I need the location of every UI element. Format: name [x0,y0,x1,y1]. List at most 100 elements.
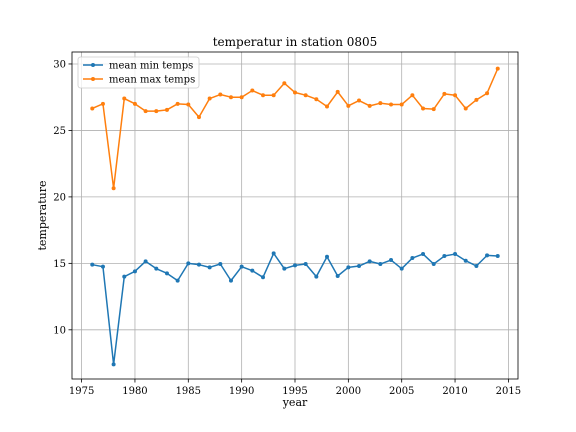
data-point [453,93,458,98]
data-point [346,103,351,108]
data-point [346,265,351,270]
x-axis-ticks: 1975 1980 1985 1990 1995 2000 2005 2010 2015 [69,379,521,397]
data-point [367,259,372,264]
chart-title: temperatur in station 0805 [213,35,378,49]
y-axis-label: temperature [36,180,49,250]
data-point [175,278,180,283]
data-point [132,269,137,274]
data-point [164,271,169,276]
data-point [186,261,191,266]
data-point [474,97,479,102]
data-point [122,96,127,101]
data-point [303,93,308,98]
data-point [357,98,362,103]
data-point [100,101,105,106]
data-point [250,88,255,93]
x-tick-label: 2015 [496,386,521,397]
data-point [111,186,116,191]
y-tick-label: 30 [53,59,66,70]
data-point [314,97,319,102]
data-point [111,362,116,367]
y-tick-label: 15 [53,259,66,270]
data-point [164,107,169,112]
data-point [293,263,297,268]
data-point [132,101,137,106]
legend-label: mean min temps [109,61,193,72]
data-point [357,264,362,269]
data-point [463,258,468,263]
data-point [485,91,490,96]
data-point [260,275,265,280]
data-point [143,109,148,114]
data-point [90,106,95,111]
x-tick-label: 1995 [282,386,307,397]
data-point [314,274,319,279]
y-axis-ticks: 10 15 20 25 30 [53,59,72,336]
data-point [239,264,244,269]
data-point [175,101,180,106]
data-point [218,92,223,97]
grid [72,52,518,379]
x-tick-label: 1980 [122,386,147,397]
y-tick-label: 25 [53,126,66,137]
data-point [271,93,276,98]
data-point [122,274,127,279]
x-axis-label: year [282,396,308,409]
data-point [282,81,287,86]
data-point [218,262,223,267]
data-point [389,102,394,107]
data-point [367,103,372,108]
series-1 [90,66,500,191]
data-point [410,256,415,261]
series-group [90,66,500,367]
legend-marker [91,63,95,67]
x-tick-label: 1975 [69,386,94,397]
data-point [495,254,500,259]
data-point [100,264,105,269]
data-point [196,262,201,267]
data-point [260,93,265,98]
data-point [282,266,287,271]
legend-marker [91,77,95,81]
data-point [325,104,330,109]
data-point [442,91,447,96]
data-point [463,106,468,111]
legend: mean min temps mean max temps [77,56,200,89]
x-tick-label: 2010 [442,386,467,397]
data-point [228,95,233,100]
x-tick-label: 2005 [389,386,414,397]
y-tick-label: 10 [53,325,66,336]
data-point [442,254,447,259]
data-point [207,96,212,101]
data-point [421,106,426,111]
data-point [250,268,255,273]
data-point [239,95,244,100]
x-tick-label: 2000 [336,386,361,397]
data-point [431,262,436,267]
data-point [378,262,383,267]
data-point [303,262,308,267]
data-point [271,251,276,256]
data-point [389,258,394,263]
data-point [207,265,212,270]
data-point [325,254,330,259]
data-point [154,109,159,114]
data-point [143,259,148,264]
data-point [228,278,233,283]
data-point [186,102,191,107]
data-point [431,107,436,112]
legend-label: mean max temps [109,75,195,86]
data-point [154,266,159,271]
data-point [485,253,490,258]
series-0 [90,251,500,367]
data-point [453,252,458,257]
data-point [293,90,297,95]
data-point [410,93,415,98]
data-point [196,115,201,120]
data-point [335,273,340,278]
data-point [378,101,383,106]
y-tick-label: 20 [53,192,66,203]
data-point [90,262,95,267]
data-point [421,252,426,257]
